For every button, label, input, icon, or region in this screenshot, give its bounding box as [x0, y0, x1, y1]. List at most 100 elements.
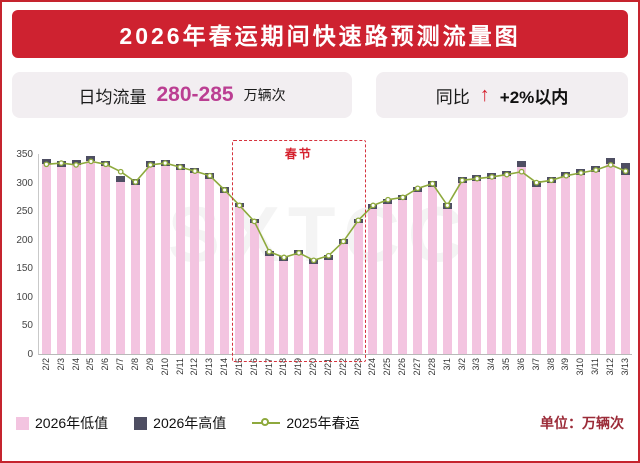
bar-low [220, 192, 230, 354]
legend-low-label: 2026年低值 [35, 415, 109, 431]
x-label: 2/13 [204, 358, 215, 376]
yoy-stat: 同比 ↑ +2%以内 [376, 72, 628, 118]
line-marker [563, 172, 570, 179]
bar-low [487, 179, 497, 354]
page-title-banner: 2026年春运期间快速路预测流量图 [12, 10, 628, 58]
bar-low [576, 175, 586, 354]
legend-item-low: 2026年低值 [16, 413, 108, 433]
x-label: 3/13 [619, 358, 630, 376]
line-marker [281, 254, 287, 261]
line-marker [622, 168, 629, 174]
x-label: 2/8 [129, 358, 140, 371]
daily-flow-unit: 万辆次 [243, 87, 286, 103]
unit-label: 单位：万辆次 [540, 415, 624, 431]
line-marker [58, 160, 65, 166]
x-label: 3/3 [471, 358, 482, 371]
bar-low [457, 183, 467, 354]
x-label: 2/2 [40, 358, 51, 371]
x-label: 2/12 [189, 358, 200, 376]
yoy-label: 同比 [435, 87, 470, 107]
bar-low [620, 174, 630, 354]
y-tick-label: 200 [16, 234, 33, 246]
line-marker [132, 179, 139, 185]
bar-low [309, 263, 319, 354]
line-marker [444, 202, 451, 209]
y-tick-label: 250 [16, 206, 33, 218]
traffic-chart: SXTCC 350 300 250 200 150 100 50 0 春节 2/2 2/3 2/4… [8, 134, 632, 395]
x-label: 3/10 [575, 358, 586, 376]
bar-low [130, 184, 140, 354]
line-marker [266, 248, 273, 255]
x-label: 2/6 [100, 358, 111, 371]
stats-row: 日均流量 280-285 万辆次 同比 ↑ +2%以内 [12, 72, 628, 118]
bar-group [113, 154, 128, 354]
line-marker [414, 185, 421, 192]
x-label: 2/24 [367, 358, 378, 376]
bar-high-cap [605, 158, 615, 164]
bar-low [472, 180, 482, 354]
y-tick-label: 150 [16, 263, 33, 275]
festival-label: 春节 [284, 147, 313, 161]
up-arrow-icon: ↑ [479, 84, 490, 106]
line-marker [310, 257, 317, 264]
line-marker [177, 164, 183, 170]
line-marker [385, 196, 391, 203]
x-label: 2/25 [382, 358, 393, 376]
legend-item-line: 2025年春运 [252, 413, 359, 433]
bar-low [294, 255, 304, 354]
bar-low [413, 192, 423, 354]
line-marker [593, 167, 599, 173]
x-label: 2/3 [55, 358, 66, 371]
legend-line-label: 2025年春运 [286, 415, 360, 431]
line-marker [221, 187, 228, 193]
legend-high-label: 2026年高值 [153, 415, 227, 431]
x-label: 2/5 [85, 358, 96, 371]
yoy-value: +2%以内 [499, 87, 569, 107]
line-marker [73, 162, 79, 168]
line-marker [43, 161, 50, 168]
x-label: 3/1 [441, 358, 452, 371]
y-tick-label: 100 [16, 291, 33, 303]
bar-group [514, 154, 529, 354]
bar-low [561, 177, 571, 354]
line-marker [296, 250, 302, 256]
x-label: 3/4 [486, 358, 497, 371]
bar-low [605, 163, 615, 354]
bar-low [353, 223, 363, 354]
line-marker [429, 180, 436, 187]
bar-low [516, 167, 526, 354]
line-marker [102, 161, 109, 168]
high-swatch-icon [134, 416, 148, 430]
y-tick-label: 50 [21, 320, 33, 332]
y-tick-label: 0 [27, 349, 33, 360]
line-marker [518, 168, 525, 175]
line-marker [340, 238, 347, 245]
x-label: 3/11 [590, 358, 601, 375]
line-marker [578, 170, 584, 176]
line-marker [162, 160, 169, 166]
bar-low [160, 166, 170, 354]
line-marker [88, 158, 94, 165]
legend-item-high: 2026年高值 [134, 413, 226, 433]
bar-low [442, 208, 452, 354]
x-label: 2/9 [144, 358, 155, 371]
bar-low [86, 161, 96, 354]
line-marker [503, 171, 510, 178]
bar-low [531, 186, 541, 354]
bar-low [502, 176, 512, 354]
line-marker [474, 175, 480, 182]
bar-low [338, 243, 348, 354]
x-label: 3/7 [530, 358, 541, 371]
line-marker [206, 172, 213, 179]
bar-low [175, 170, 185, 354]
x-label: 3/9 [560, 358, 571, 371]
x-label: 2/11 [174, 358, 185, 375]
daily-flow-value: 280-285 [156, 83, 234, 106]
x-label: 2/10 [159, 358, 170, 376]
line-marker [607, 162, 614, 168]
line-marker [548, 177, 555, 184]
bar-low [116, 182, 126, 354]
bar-low [249, 223, 259, 354]
festival-annotation: 春节 [232, 140, 366, 362]
x-label: 2/26 [397, 358, 408, 376]
